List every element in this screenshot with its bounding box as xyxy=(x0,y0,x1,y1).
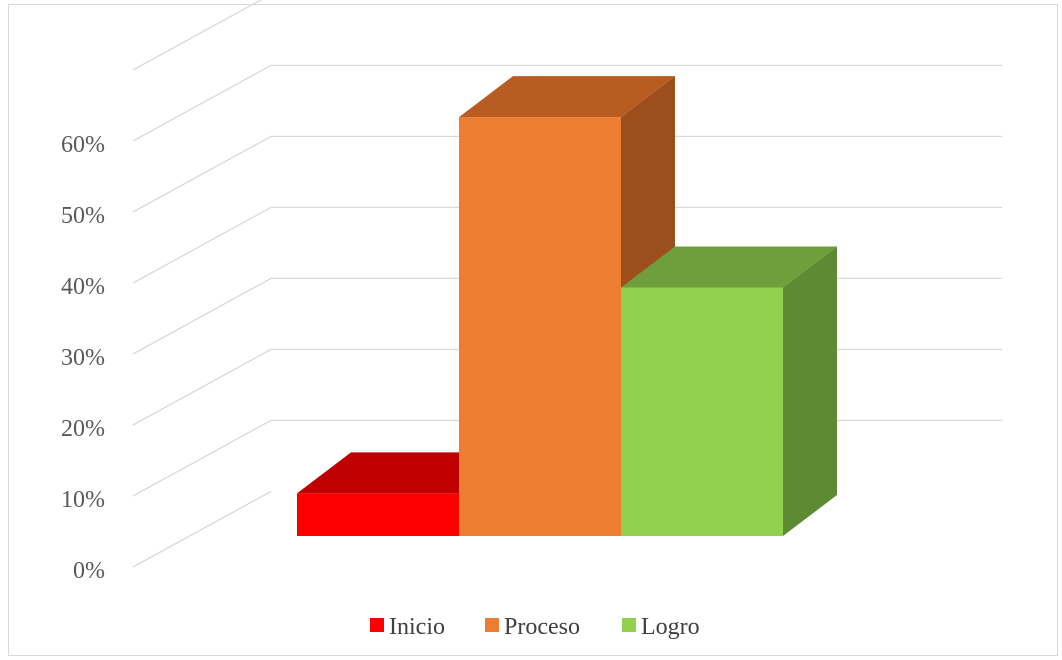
legend-label-proceso: Proceso xyxy=(504,614,580,640)
bar-side xyxy=(783,246,837,536)
y-tick-label: 20% xyxy=(61,416,105,442)
bar-top xyxy=(621,246,837,288)
gridline-floor xyxy=(132,490,272,568)
bars xyxy=(297,76,837,536)
legend: Inicio Proceso Logro xyxy=(370,614,700,640)
gridline-floor xyxy=(132,64,272,142)
gridline-floor xyxy=(132,135,272,213)
bar-proceso xyxy=(459,76,675,536)
y-tick-label: 30% xyxy=(61,345,105,371)
legend-swatch-inicio xyxy=(370,618,384,632)
legend-swatch-logro xyxy=(622,618,636,632)
legend-label-inicio: Inicio xyxy=(389,614,445,640)
y-tick-label: 0% xyxy=(73,558,105,584)
gridline-floor xyxy=(132,206,272,284)
y-tick-label: 10% xyxy=(61,487,105,513)
y-tick-label: 60% xyxy=(61,132,105,158)
gridline-floor xyxy=(132,277,272,355)
chart-frame xyxy=(8,4,1058,656)
bar-front xyxy=(459,117,621,536)
bar-top xyxy=(459,76,675,118)
legend-label-logro: Logro xyxy=(641,614,700,640)
bar-logro xyxy=(621,246,837,536)
y-axis-ticks: 0% 10% 20% 30% 40% 50% 60% xyxy=(61,132,105,584)
gridline-floor xyxy=(132,419,272,497)
legend-swatch-proceso xyxy=(485,618,499,632)
y-tick-label: 50% xyxy=(61,203,105,229)
bar-front xyxy=(621,287,783,536)
bar-front xyxy=(297,493,459,536)
gridline-floor xyxy=(132,0,263,71)
y-tick-label: 40% xyxy=(61,274,105,300)
gridline-floor xyxy=(132,348,272,426)
